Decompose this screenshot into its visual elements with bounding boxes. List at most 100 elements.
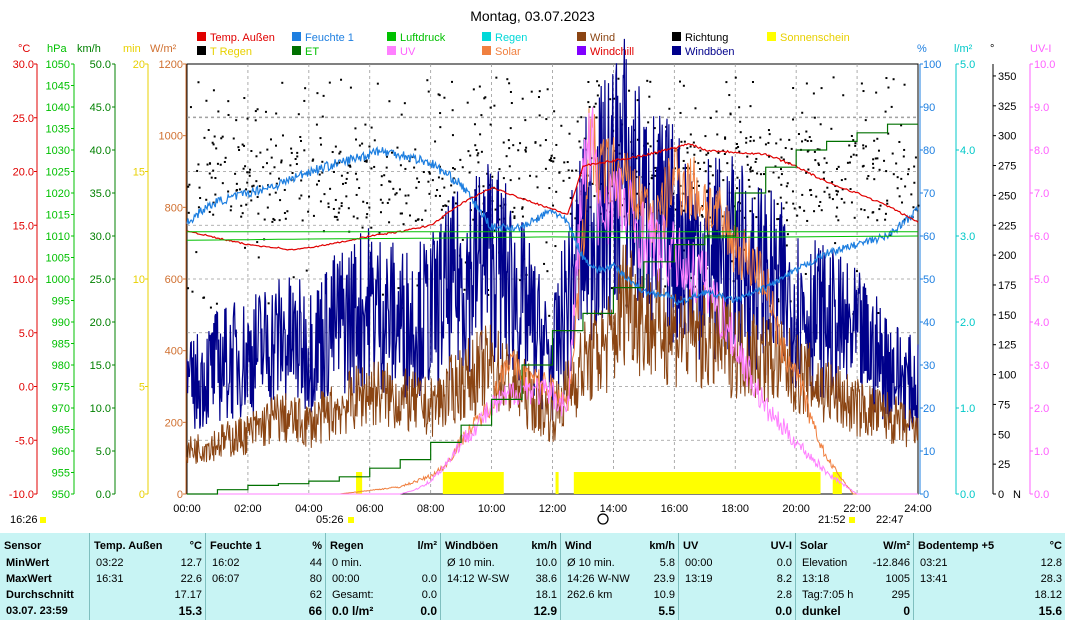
direction-dot <box>336 218 339 221</box>
direction-dot <box>250 199 253 202</box>
direction-dot <box>826 186 829 189</box>
direction-dot <box>736 176 739 179</box>
hpa-tick-label: 1005 <box>46 253 70 265</box>
direction-dot <box>404 194 407 197</box>
direction-dot <box>395 192 398 195</box>
direction-dot <box>862 90 865 93</box>
sunrise-marker <box>348 517 354 523</box>
direction-dot <box>661 211 664 214</box>
stats-label: Ø 10 min. <box>447 557 495 569</box>
direction-dot <box>536 186 539 189</box>
direction-dot <box>780 168 783 171</box>
direction-dot <box>342 182 345 185</box>
deg-tick-label: 25 <box>998 459 1010 471</box>
stats-label: 0 min. <box>332 557 362 569</box>
direction-dot <box>207 128 210 131</box>
direction-dot <box>498 168 501 171</box>
direction-dot <box>436 189 439 192</box>
direction-dot <box>264 110 267 113</box>
direction-dot <box>269 138 272 141</box>
direction-dot <box>782 158 785 161</box>
direction-dot <box>878 208 881 211</box>
direction-dot <box>327 206 330 209</box>
direction-dot <box>764 143 767 146</box>
direction-dot <box>510 102 513 105</box>
direction-dot <box>521 206 524 209</box>
direction-dot <box>212 201 215 204</box>
direction-dot <box>737 145 740 148</box>
legend-swatch <box>197 32 206 41</box>
direction-dot <box>737 201 740 204</box>
direction-dot <box>792 87 795 90</box>
stats-label: 03.07. 23:59 <box>6 605 68 617</box>
direction-dot <box>399 164 402 167</box>
legend-swatch <box>482 46 491 55</box>
direction-dot <box>248 171 251 174</box>
direction-dot <box>224 156 227 159</box>
direction-dot <box>855 270 858 273</box>
direction-dot <box>784 147 787 150</box>
direction-dot <box>246 181 249 184</box>
direction-dot <box>686 147 689 150</box>
direction-dot <box>715 110 718 113</box>
stats-value: 15.6 <box>1038 604 1062 618</box>
stats-value: 0.0 <box>421 573 437 585</box>
direction-dot <box>512 144 515 147</box>
direction-dot <box>758 188 761 191</box>
direction-dot <box>817 162 820 165</box>
direction-dot <box>835 189 838 192</box>
direction-dot <box>780 183 783 186</box>
direction-dot <box>214 193 217 196</box>
direction-dot <box>297 113 300 116</box>
direction-dot <box>280 159 283 162</box>
direction-dot <box>896 176 899 179</box>
direction-dot <box>300 139 303 142</box>
direction-dot <box>254 119 257 122</box>
direction-dot <box>417 218 420 221</box>
direction-dot <box>828 193 831 196</box>
direction-dot <box>668 107 671 110</box>
uvi-tick-label: 1.0 <box>1034 446 1049 458</box>
direction-dot <box>191 290 194 293</box>
hpa-tick-label: 970 <box>52 403 70 415</box>
direction-dot <box>605 209 608 212</box>
direction-dot <box>345 177 348 180</box>
direction-dot <box>820 209 823 212</box>
direction-dot <box>788 138 791 141</box>
direction-dot <box>705 153 708 156</box>
direction-dot <box>813 150 816 153</box>
direction-dot <box>415 186 418 189</box>
direction-dot <box>876 219 879 222</box>
weather-chart: 00:00 02:00 04:00 06:00 08:00 10:00 12:00 14:00… <box>9 32 1055 526</box>
direction-dot <box>349 86 352 89</box>
direction-dot <box>240 204 243 207</box>
direction-dot <box>451 134 454 137</box>
direction-dot <box>545 118 548 121</box>
direction-dot <box>560 124 563 127</box>
direction-dot <box>635 157 638 160</box>
direction-dot <box>414 219 417 222</box>
direction-dot <box>493 229 496 232</box>
kmh-tick-label: 5.0 <box>96 446 111 458</box>
direction-dot <box>537 96 540 99</box>
stats-unit: % <box>312 540 322 552</box>
direction-dot <box>431 179 434 182</box>
stats-header: Temp. Außen <box>94 540 163 552</box>
stats-label: 13:18 <box>802 573 830 585</box>
direction-dot <box>707 152 710 155</box>
direction-dot <box>275 182 278 185</box>
x-tick-label: 02:00 <box>234 503 262 515</box>
direction-dot <box>316 92 319 95</box>
direction-dot <box>340 174 343 177</box>
direction-dot <box>464 261 467 264</box>
hpa-tick-label: 1045 <box>46 81 70 93</box>
stats-column: Sensor MinWert MaxWert Durchschnitt 03.07. 2… <box>0 533 89 620</box>
direction-dot <box>452 177 455 180</box>
direction-dot <box>340 202 343 205</box>
direction-dot <box>289 164 292 167</box>
direction-dot <box>844 178 847 181</box>
direction-dot <box>461 238 464 241</box>
direction-dot <box>884 218 887 221</box>
uvi-tick-label: 8.0 <box>1034 145 1049 157</box>
direction-dot <box>317 179 320 182</box>
